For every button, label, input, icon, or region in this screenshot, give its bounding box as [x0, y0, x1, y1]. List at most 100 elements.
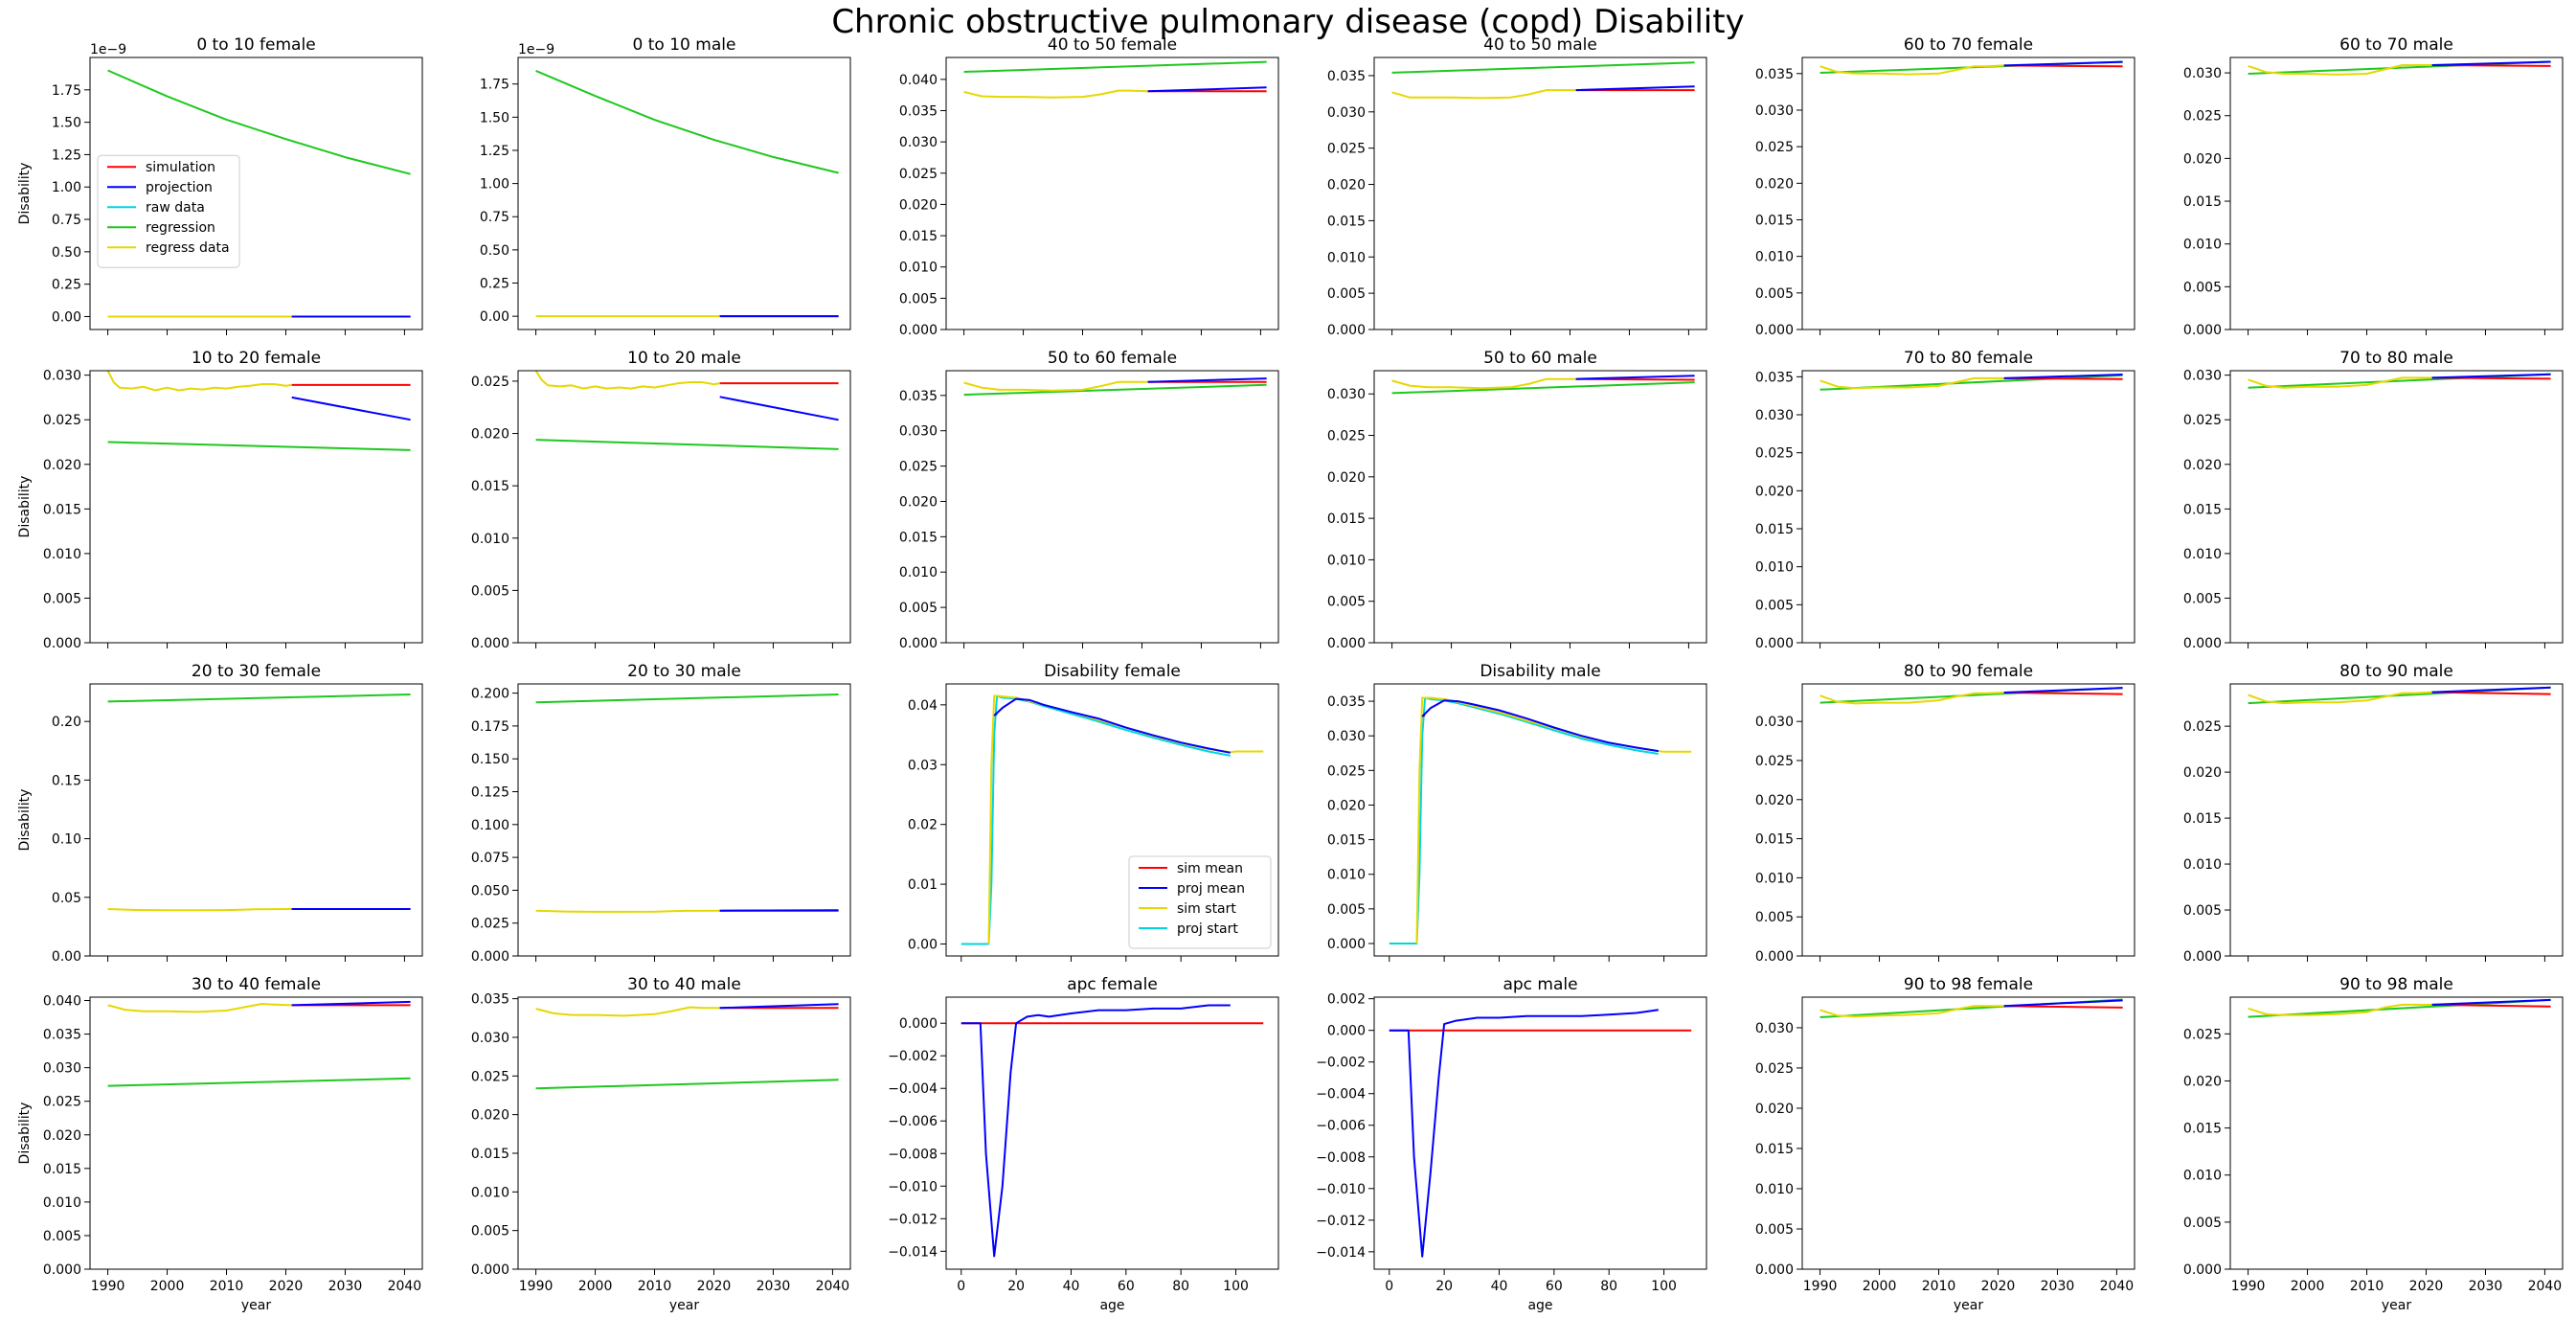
y-tick-label: 0.020	[1755, 484, 1794, 499]
panel-title: 50 to 60 male	[1483, 349, 1597, 368]
x-tick-label: 2000	[2291, 1279, 2325, 1294]
series-line-sim-start	[1415, 696, 1692, 944]
y-tick-label: 0.100	[471, 818, 509, 833]
y-tick-label: 0.015	[471, 1147, 509, 1162]
axes-frame	[89, 370, 423, 644]
y-tick-label: 0.000	[471, 949, 509, 965]
y-tick-label: 0.015	[1755, 213, 1794, 228]
y-tick-label: 0.010	[471, 532, 509, 547]
series-line-regress-data	[963, 380, 1148, 392]
series-line-projection	[291, 396, 411, 421]
y-tick-label: 0.175	[471, 719, 509, 735]
axes-frame	[2229, 996, 2564, 1270]
series-line-regress-data	[107, 1003, 292, 1013]
x-axis-label: age	[1099, 1298, 1124, 1313]
axes-frame	[89, 57, 423, 330]
y-tick-label: 0.005	[43, 591, 81, 606]
y-tick-label: 0.035	[1327, 69, 1366, 84]
y-tick-label: 0.025	[2183, 109, 2222, 125]
series-line-simulation	[2431, 691, 2551, 695]
panel-title: 50 to 60 female	[1048, 349, 1177, 368]
axes-frame	[1801, 370, 2135, 644]
series-group	[1389, 696, 1692, 944]
y-tick-label: 0.005	[2183, 280, 2222, 295]
series-line-regress-data	[535, 1006, 720, 1017]
x-tick-label: 2010	[210, 1279, 244, 1294]
series-line-regress-data	[1391, 377, 1576, 390]
y-tick-label: 0.005	[1755, 1222, 1794, 1238]
series-group	[1819, 687, 2123, 705]
series-group	[535, 694, 839, 913]
y-tick-label: 0.015	[1755, 522, 1794, 537]
series-line-regression	[535, 1079, 839, 1090]
y-tick-label: 0.025	[1755, 1061, 1794, 1077]
axes-frame	[517, 683, 851, 957]
y-tick-label: 0.005	[2183, 1216, 2222, 1231]
panel-grid: 0 to 10 female 0.00 0.25 0.50 0.75 1.00 1.25 1.…	[17, 35, 2564, 1313]
y-tick-label: 0.020	[1327, 798, 1366, 813]
x-tick-label: 2040	[2100, 1279, 2135, 1294]
y-tick-label: 0.025	[1755, 446, 1794, 462]
series-line-regress-data	[107, 908, 292, 912]
y-tick-label: 0.030	[2183, 66, 2222, 81]
y-tick-label: −0.004	[888, 1081, 938, 1097]
y-axis-label: Disability	[17, 476, 33, 538]
y-tick-label: 0.010	[1327, 250, 1366, 265]
series-line-regression	[1391, 381, 1695, 395]
y-tick-label: 0.005	[1327, 902, 1366, 918]
legend: simulation projection raw data regression re…	[97, 154, 240, 268]
series-group	[2248, 686, 2551, 705]
y-tick-label: 0.005	[471, 583, 509, 599]
panel-title: 30 to 40 male	[627, 975, 741, 994]
panel-60-to-70-female: 60 to 70 female 0.000 0.005 0.010 0.015 0.020…	[1755, 35, 2135, 338]
y-tick-label: −0.014	[888, 1244, 938, 1260]
y-tick-label: 0.020	[1755, 793, 1794, 808]
y-tick-label: 0.025	[471, 917, 509, 932]
y-tick-label: 0.030	[899, 424, 938, 440]
y-tick-label: 0.005	[899, 601, 938, 616]
y-tick-label: 0.020	[899, 197, 938, 213]
y-tick-label: 0.000	[1755, 1262, 1794, 1278]
axes-frame	[517, 370, 851, 644]
series-line-regress-data	[535, 909, 720, 913]
series-line-projection	[2431, 998, 2551, 1006]
panel-title: 10 to 20 female	[192, 349, 321, 368]
series-line-proj-mean	[1389, 1009, 1659, 1258]
series-group	[2248, 60, 2551, 76]
y-tick-label: 0.000	[2183, 323, 2222, 338]
panel-70-to-80-female: 70 to 80 female 0.000 0.005 0.010 0.015 0.020…	[1755, 349, 2135, 651]
series-line-projection	[1147, 377, 1267, 383]
y-tick-label: 0.030	[1327, 729, 1366, 744]
x-tick-label: 2030	[757, 1279, 791, 1294]
panel-title: 90 to 98 male	[2339, 975, 2453, 994]
y-tick-label: 0.00	[52, 949, 81, 965]
y-tick-label: 0.005	[471, 1224, 509, 1239]
panel-title: 40 to 50 male	[1483, 35, 1597, 55]
panel-90-to-98-male: 90 to 98 male 0.000 0.005 0.010 0.015 0.020 0.…	[2183, 975, 2564, 1313]
y-tick-label: 0.025	[1327, 763, 1366, 779]
y-tick-label: −0.008	[1316, 1150, 1366, 1166]
x-tick-label: 100	[1651, 1279, 1677, 1294]
series-line-regress-data	[1391, 89, 1576, 100]
series-group	[963, 377, 1267, 397]
y-tick-label: 0.000	[1755, 636, 1794, 651]
y-tick-label: 0.010	[1755, 560, 1794, 576]
panel-50-to-60-female: 50 to 60 female 0.000 0.005 0.010 0.015 0.020…	[899, 349, 1279, 651]
series-line-proj-mean	[960, 1004, 1231, 1258]
panel-title: Disability female	[1044, 662, 1181, 681]
x-tick-label: 2010	[2350, 1279, 2384, 1294]
y-tick-label: 0.10	[52, 832, 81, 848]
y-tick-label: 0.030	[1755, 1021, 1794, 1036]
x-tick-label: 80	[1172, 1279, 1189, 1294]
series-line-regress-data	[2248, 64, 2432, 76]
series-line-proj-mean	[1421, 699, 1659, 753]
x-tick-label: 2030	[328, 1279, 363, 1294]
y-tick-label: 0.03	[908, 758, 938, 773]
series-line-regress-data	[1819, 376, 2004, 390]
y-tick-label: 0.030	[1755, 408, 1794, 423]
series-group	[960, 1004, 1264, 1258]
y-tick-label: 0.020	[1327, 470, 1366, 486]
y-offset-label: 1e−9	[90, 42, 126, 57]
y-tick-label: 1.25	[480, 144, 509, 159]
series-line-proj-mean	[993, 697, 1231, 754]
